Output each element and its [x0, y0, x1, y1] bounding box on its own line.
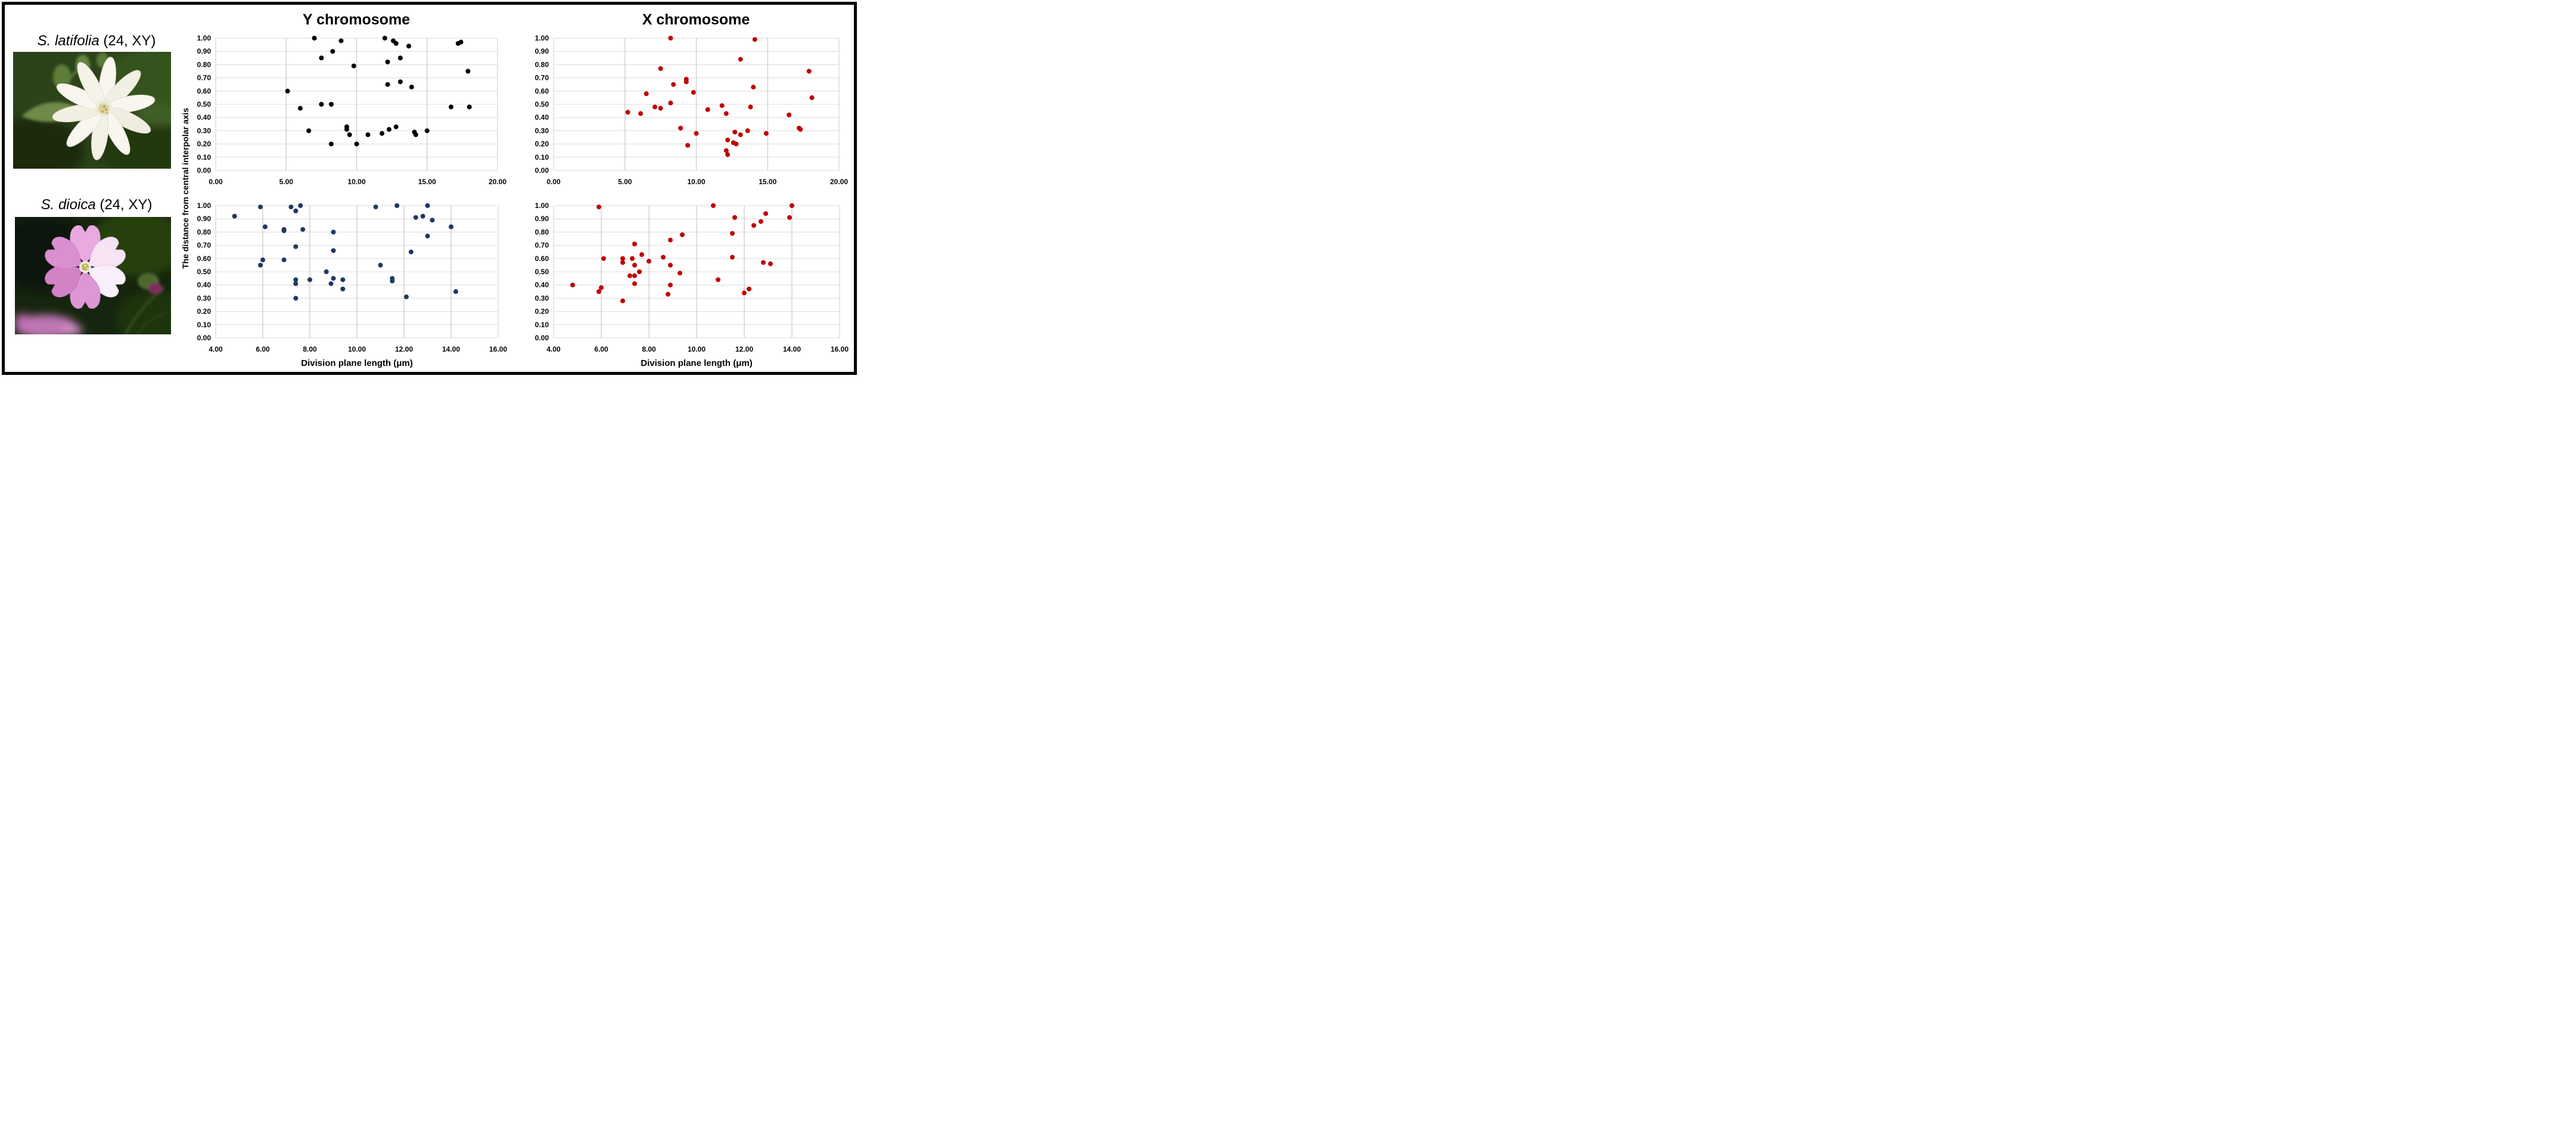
y-tick-label: 0.60 — [197, 87, 212, 95]
y-tick-label: 0.40 — [197, 113, 212, 122]
y-tick-label: 0.90 — [197, 47, 212, 55]
x-tick-label: 0.00 — [209, 178, 223, 186]
x-tick-label: 10.00 — [347, 178, 365, 186]
photo-s-dioica — [15, 217, 171, 334]
y-tick-label: 0.70 — [535, 241, 549, 250]
x-tick-label: 4.00 — [546, 345, 561, 353]
x-tick-label: 6.00 — [256, 345, 270, 353]
x-tick-label: 12.00 — [735, 345, 753, 353]
y-tick-label: 0.60 — [197, 254, 212, 263]
label-s-latifolia: S. latifolia (24, XY) — [38, 33, 156, 49]
x-tick-label: 0.00 — [546, 178, 561, 186]
y-tick-label: 0.10 — [535, 321, 549, 329]
y-tick-label: 0.90 — [535, 47, 549, 55]
y-tick-label: 0.00 — [197, 334, 212, 342]
scatter-dioica-y: 0.00 0.10 0.20 0.30 0.40 0.50 0.60 0.70 0.80 0.90… — [197, 201, 508, 353]
y-tick-label: 1.00 — [535, 34, 549, 42]
y-tick-label: 0.60 — [535, 87, 549, 95]
y-tick-label: 1.00 — [535, 201, 549, 210]
y-tick-label: 0.00 — [535, 166, 549, 175]
photo-s-latifolia — [13, 52, 171, 169]
y-tick-label: 0.10 — [535, 153, 549, 162]
y-tick-label: 0.30 — [535, 294, 549, 302]
x-tick-label: 16.00 — [831, 345, 849, 353]
white-flower — [52, 57, 156, 160]
x-tick-label: 14.00 — [783, 345, 801, 353]
x-tick-label: 14.00 — [442, 345, 460, 353]
pink-flower — [45, 225, 126, 309]
x-tick-label: 8.00 — [303, 345, 317, 353]
y-tick-label: 0.00 — [197, 166, 212, 175]
y-tick-label: 1.00 — [197, 201, 212, 210]
x-tick-label: 5.00 — [279, 178, 294, 186]
y-tick-label: 0.50 — [197, 268, 212, 276]
y-tick-label: 0.80 — [197, 60, 212, 69]
scatter-latifolia-y: 0.00 0.10 0.20 0.30 0.40 0.50 0.60 0.70 0.80 0.90… — [197, 34, 507, 186]
y-tick-label: 0.90 — [535, 215, 549, 223]
x-axis-title-left: Division plane length (μm) — [301, 358, 413, 368]
x-tick-label: 15.00 — [418, 178, 436, 186]
scatter-latifolia-x: 0.00 0.10 0.20 0.30 0.40 0.50 0.60 0.70 0.80 0.90… — [535, 34, 849, 186]
x-tick-label: 10.00 — [348, 345, 366, 353]
y-tick-label: 0.00 — [535, 334, 549, 342]
y-tick-label: 0.20 — [197, 308, 212, 316]
y-tick-label: 0.40 — [535, 113, 549, 122]
y-tick-label: 0.40 — [197, 281, 212, 289]
y-tick-label: 0.70 — [197, 74, 212, 82]
x-tick-label: 12.00 — [395, 345, 413, 353]
x-tick-label: 4.00 — [209, 345, 223, 353]
x-tick-label: 10.00 — [687, 178, 705, 186]
y-tick-label: 0.50 — [535, 100, 549, 108]
y-tick-label: 0.40 — [535, 281, 549, 289]
x-tick-label: 20.00 — [830, 178, 848, 186]
y-tick-label: 1.00 — [197, 34, 212, 42]
y-tick-label: 0.70 — [197, 241, 212, 250]
x-tick-label: 15.00 — [759, 178, 776, 186]
figure-border — [2, 2, 857, 375]
y-tick-label: 0.30 — [535, 126, 549, 135]
blurred-flower — [15, 313, 83, 334]
x-tick-label: 10.00 — [688, 345, 706, 353]
y-tick-label: 0.80 — [535, 60, 549, 69]
species-name-latifolia: S. latifolia — [37, 33, 100, 49]
x-tick-label: 5.00 — [618, 178, 632, 186]
y-tick-label: 0.30 — [197, 294, 212, 302]
x-tick-label: 8.00 — [642, 345, 656, 353]
side-bud — [138, 273, 163, 294]
x-tick-label: 20.00 — [489, 178, 507, 186]
species-karyotype-latifolia: (24, XY) — [99, 33, 156, 49]
title-x-chromosome: X chromosome — [642, 11, 750, 28]
x-axis-title-right: Division plane length (μm) — [641, 358, 753, 368]
y-tick-label: 0.10 — [197, 153, 212, 162]
y-tick-label: 0.80 — [535, 228, 549, 236]
figure-panel: Y chromosome X chromosome S. latifolia (… — [0, 0, 859, 377]
y-tick-label: 0.70 — [535, 74, 549, 82]
title-y-chromosome: Y chromosome — [302, 11, 411, 28]
y-tick-label: 0.20 — [535, 308, 549, 316]
x-tick-label: 6.00 — [594, 345, 608, 353]
species-name-dioica: S. dioica — [41, 197, 96, 213]
scatter-dioica-x: 0.00 0.10 0.20 0.30 0.40 0.50 0.60 0.70 0.80 0.90… — [535, 201, 849, 353]
y-tick-label: 0.50 — [197, 100, 212, 108]
y-tick-label: 0.90 — [197, 215, 212, 223]
y-tick-label: 0.10 — [197, 321, 212, 329]
y-tick-label: 0.30 — [197, 126, 212, 135]
y-tick-label: 0.50 — [535, 268, 549, 276]
y-tick-label: 0.20 — [197, 140, 212, 148]
x-tick-label: 16.00 — [489, 345, 507, 353]
y-tick-label: 0.20 — [535, 140, 549, 148]
label-s-dioica: S. dioica (24, XY) — [41, 197, 153, 213]
y-tick-label: 0.80 — [197, 228, 212, 236]
y-tick-label: 0.60 — [535, 254, 549, 263]
species-karyotype-dioica: (24, XY) — [95, 197, 153, 213]
